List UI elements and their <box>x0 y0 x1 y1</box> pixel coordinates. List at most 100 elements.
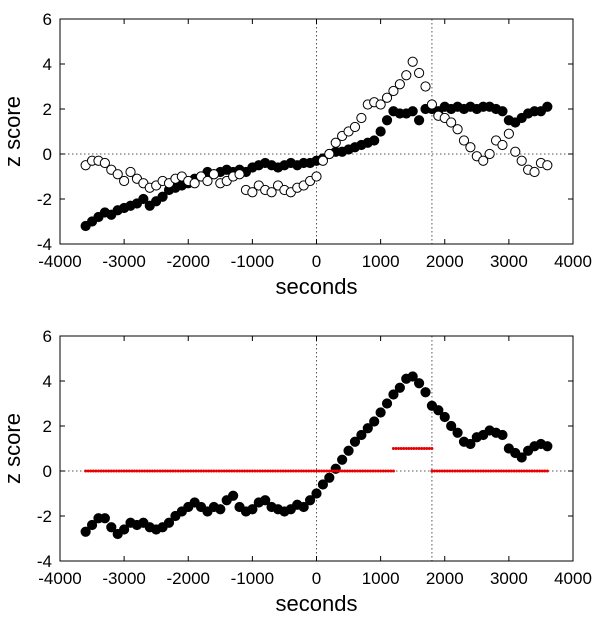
chart-mark-red-dot <box>438 469 442 473</box>
chart-mark-red-dot <box>166 469 170 473</box>
chart-mark-red-dot <box>263 469 267 473</box>
y-tick-label: 6 <box>43 327 52 346</box>
chart-mark-red-dot <box>250 469 254 473</box>
chart-mark-red-dot <box>173 469 177 473</box>
chart-mark-red-dot <box>340 469 344 473</box>
chart-point-open <box>119 175 130 187</box>
chart-mark-red-dot <box>281 469 285 473</box>
chart-mark-red-dot <box>291 469 295 473</box>
chart-mark-red-dot <box>284 469 288 473</box>
chart-mark-red-dot <box>471 469 475 473</box>
chart-point-open <box>375 99 386 110</box>
chart-mark-red-dot <box>317 469 321 473</box>
chart-mark-red-dot <box>240 469 244 473</box>
chart-point-filled <box>394 382 405 393</box>
chart-mark-red-dot <box>99 469 103 473</box>
chart-point-filled <box>157 191 168 202</box>
chart-point-open <box>356 112 367 124</box>
chart-mark-red-dot <box>158 469 162 473</box>
chart-point-filled <box>163 517 175 528</box>
chart-mark-red-dot <box>394 447 398 450</box>
chart-mark-red-dot <box>527 469 531 473</box>
chart-point-open <box>394 79 405 90</box>
chart-mark-red-dot <box>143 469 147 473</box>
chart-point-open <box>381 92 393 103</box>
chart-mark-red-dot <box>348 469 352 473</box>
chart-point-open <box>452 124 463 135</box>
y-tick-label: 4 <box>43 55 52 74</box>
chart-mark-red-dot <box>435 469 439 473</box>
chart-mark-red-dot <box>189 469 193 473</box>
chart-mark-red-dot <box>379 469 383 473</box>
y-tick-label: -4 <box>37 552 52 571</box>
x-tick-label: 3000 <box>490 569 528 588</box>
chart-mark-red-dot <box>453 469 457 473</box>
y-tick-label: 0 <box>43 145 52 164</box>
chart-point-open <box>465 142 476 153</box>
chart-mark-red-dot <box>304 469 308 473</box>
chart-mark-red-dot <box>371 469 375 473</box>
chart-point-filled <box>138 193 149 205</box>
chart-mark-red-dot <box>391 447 395 450</box>
x-tick-label: -3000 <box>102 252 145 271</box>
chart-mark-red-dot <box>415 447 419 450</box>
chart-mark-red-dot <box>135 469 139 473</box>
chart-mark-red-dot <box>302 469 306 473</box>
chart-mark-red-dot <box>358 469 362 473</box>
chart-point-open <box>125 166 136 178</box>
chart-mark-red-dot <box>114 469 118 473</box>
chart-mark-red-dot <box>361 469 365 473</box>
chart-mark-red-dot <box>132 469 136 473</box>
chart-point-filled <box>375 407 386 418</box>
y-tick-label: -2 <box>37 190 52 209</box>
chart-mark-red-dot <box>168 469 172 473</box>
chart-mark-red-dot <box>417 447 421 450</box>
chart-mark-red-dot <box>409 447 413 450</box>
chart-mark-red-dot <box>186 469 190 473</box>
chart-point-filled <box>414 378 425 389</box>
chart-mark-red-dot <box>525 469 529 473</box>
chart-point-open <box>266 187 277 198</box>
chart-point-filled <box>420 387 431 398</box>
chart-mark-red-dot <box>533 469 537 473</box>
chart-point-filled <box>349 436 361 447</box>
chart-point-filled <box>228 490 239 501</box>
chart-mark-red-dot <box>261 469 265 473</box>
chart-point-filled <box>247 504 258 515</box>
chart-mark-red-dot <box>289 469 293 473</box>
chart-point-open <box>542 160 553 171</box>
chart-mark-red-dot <box>235 469 239 473</box>
chart-mark-red-dot <box>322 469 326 473</box>
chart-mark-red-dot <box>381 469 385 473</box>
chart-point-filled <box>407 371 418 382</box>
chart-mark-red-dot <box>271 469 275 473</box>
y-axis-label: z score <box>0 413 25 484</box>
chart-point-filled <box>497 429 508 441</box>
chart-point-filled <box>311 488 322 499</box>
chart-mark-red-dot <box>420 447 424 450</box>
chart-point-filled <box>516 452 527 463</box>
chart-mark-red-dot <box>268 469 272 473</box>
chart-point-filled <box>369 416 380 427</box>
chart-mark-red-dot <box>489 469 493 473</box>
chart-mark-red-dot <box>199 469 203 473</box>
chart-mark-red-dot <box>273 469 277 473</box>
chart-mark-red-dot <box>389 469 393 473</box>
chart-mark-red-dot <box>363 469 367 473</box>
chart-mark-red-dot <box>538 469 542 473</box>
chart-mark-red-dot <box>109 469 113 473</box>
chart-point-filled <box>388 389 399 400</box>
chart-mark-red-dot <box>138 469 142 473</box>
chart-mark-red-dot <box>422 447 426 450</box>
chart-mark-red-dot <box>517 469 521 473</box>
chart-mark-red-dot <box>227 469 231 473</box>
chart-mark-red-dot <box>535 469 539 473</box>
chart-mark-red-dot <box>461 469 465 473</box>
chart-mark-red-dot <box>197 469 201 473</box>
chart-point-open <box>420 81 431 92</box>
chart-mark-red-dot <box>338 469 342 473</box>
chart-mark-red-dot <box>468 469 472 473</box>
x-tick-label: -1000 <box>231 252 274 271</box>
chart-point-filled <box>439 411 450 423</box>
chart-point-open <box>510 146 521 157</box>
